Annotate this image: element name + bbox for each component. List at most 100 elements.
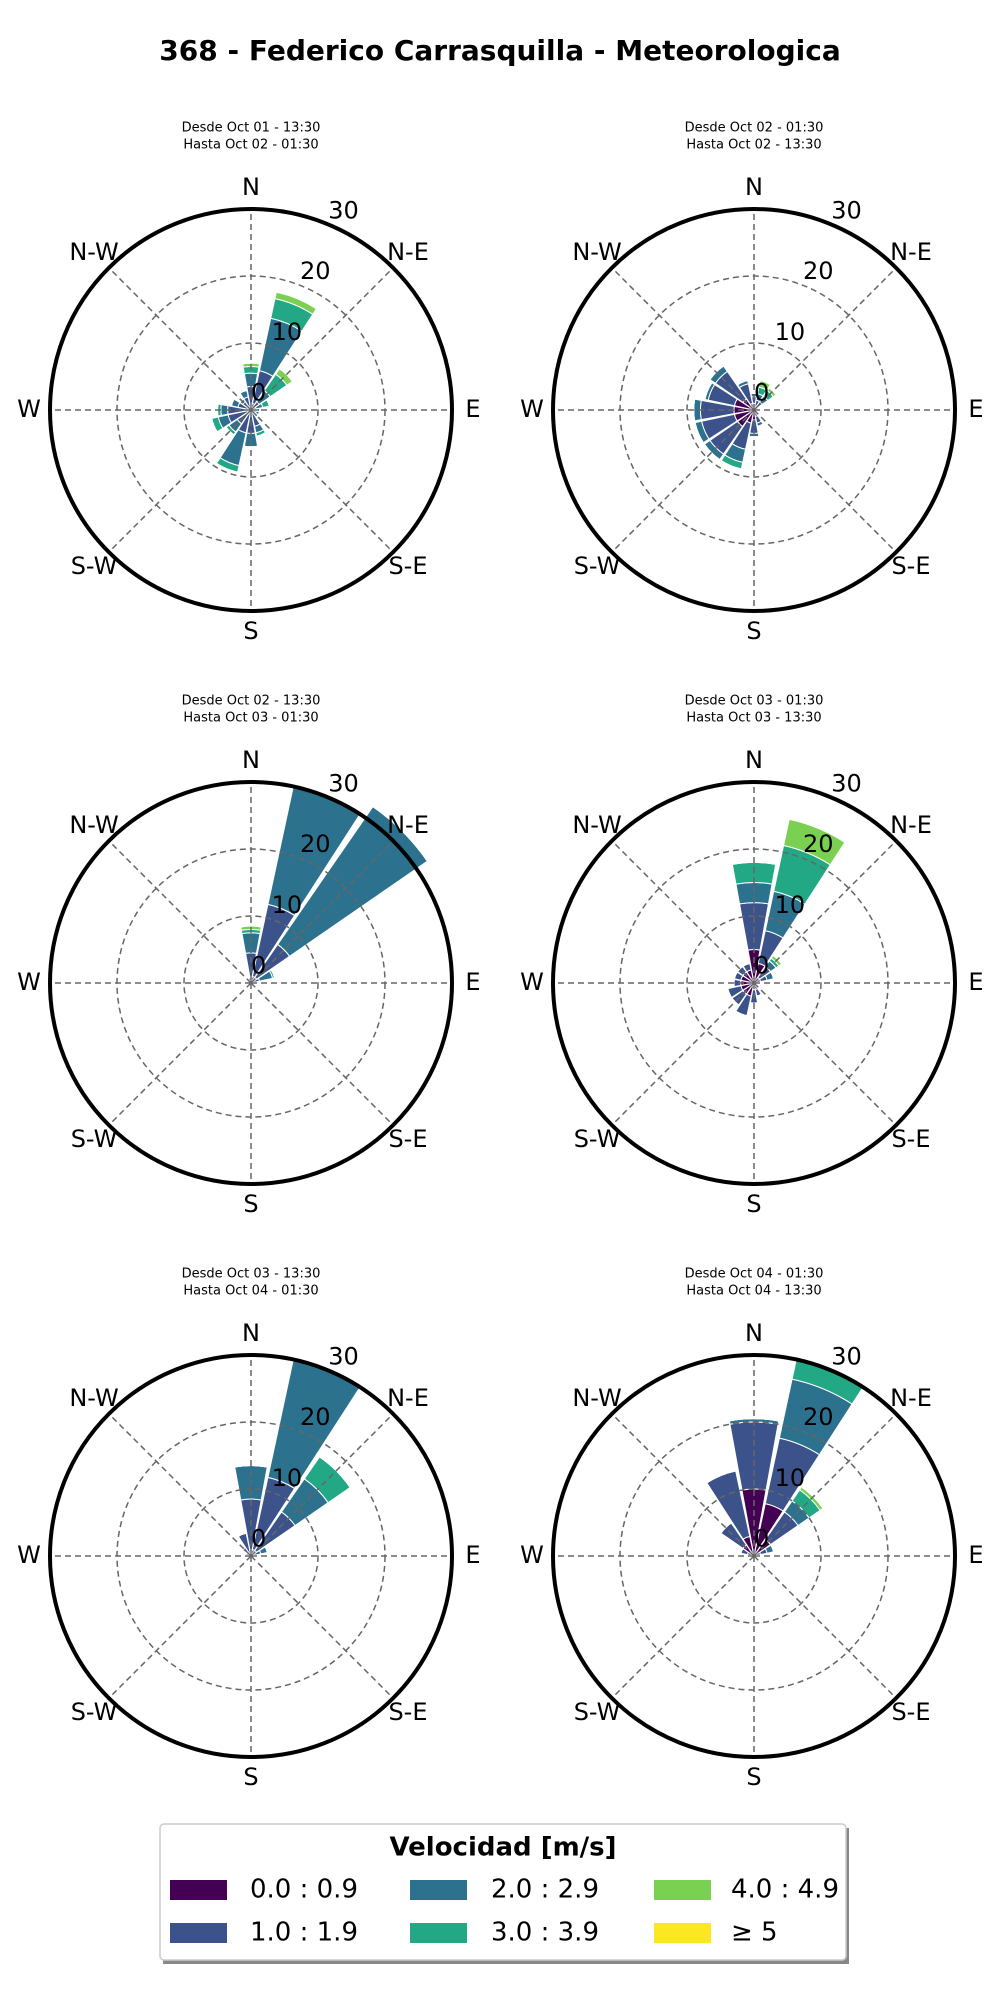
direction-label: E [968, 968, 983, 996]
radial-grid-line [611, 840, 755, 984]
polar-frame [551, 1353, 957, 1759]
direction-label: N-E [387, 238, 429, 266]
r-tick-label: 10 [775, 318, 806, 346]
radial-grid-line [250, 840, 394, 984]
ring-grid-line [183, 342, 319, 478]
r-tick-label: 30 [831, 1343, 862, 1371]
wind-bar [319, 1456, 351, 1488]
r-tick-label: 0 [754, 379, 769, 407]
wind-bar [801, 1486, 824, 1509]
r-tick-label: 20 [300, 257, 331, 285]
direction-label: N [242, 173, 260, 201]
legend-swatch [654, 1880, 711, 1900]
direction-label: W [17, 968, 41, 996]
legend-title: Velocidad [m/s] [389, 1833, 616, 1863]
chart-subtitle: Hasta Oct 02 - 13:30 [686, 138, 821, 153]
direction-label: S-E [388, 1125, 427, 1153]
direction-label: S [746, 1763, 761, 1791]
radial-grid-line [611, 409, 755, 553]
ring-grid-line [686, 342, 822, 478]
ring-grid-line [619, 1421, 889, 1691]
ring-grid-line [116, 848, 386, 1118]
radial-grid-line [753, 1413, 897, 1557]
wind-bar [244, 445, 258, 448]
ring-grid-line [116, 275, 386, 545]
figure-title: 368 - Federico Carrasquilla - Meteorolog… [159, 34, 840, 67]
direction-label: W [520, 968, 544, 996]
r-tick-label: 0 [251, 1525, 266, 1553]
direction-label: S [243, 1190, 258, 1218]
direction-label: N [745, 746, 763, 774]
polar-frame [48, 780, 454, 1186]
direction-label: S-W [574, 1125, 621, 1153]
direction-label: N-W [572, 238, 621, 266]
direction-label: S-E [388, 1698, 427, 1726]
legend-label: ≥ 5 [731, 1918, 778, 1948]
r-tick-label: 20 [300, 1403, 331, 1431]
legend-label: 3.0 : 3.9 [491, 1918, 599, 1948]
chart-subtitle: Hasta Oct 03 - 13:30 [686, 711, 821, 726]
direction-label: S [243, 617, 258, 645]
wind-bar [256, 432, 266, 437]
chart-subtitle: Hasta Oct 04 - 13:30 [686, 1284, 821, 1299]
wind-bar [737, 380, 748, 386]
direction-label: N-W [572, 1384, 621, 1412]
direction-label: N-W [69, 811, 118, 839]
wind-bar [234, 1465, 268, 1468]
chart-subtitle: Hasta Oct 02 - 01:30 [183, 138, 318, 153]
wind-bar [733, 971, 738, 979]
radial-grid-line [108, 840, 252, 984]
chart-subtitle: Desde Oct 02 - 13:30 [182, 694, 321, 709]
radial-grid-line [108, 982, 252, 1126]
direction-label: N [242, 746, 260, 774]
direction-label: E [465, 395, 480, 423]
direction-label: S-W [71, 552, 118, 580]
direction-label: S [746, 617, 761, 645]
chart-subtitle: Desde Oct 03 - 01:30 [685, 694, 824, 709]
direction-label: S-E [891, 1698, 930, 1726]
direction-label: S [243, 1763, 258, 1791]
direction-label: N-E [890, 1384, 932, 1412]
radial-grid-line [250, 1555, 394, 1699]
legend-swatch [654, 1923, 711, 1943]
direction-label: E [465, 1541, 480, 1569]
chart-subtitle: Desde Oct 03 - 13:30 [182, 1267, 321, 1282]
r-tick-label: 30 [831, 197, 862, 225]
radial-grid-line [108, 1555, 252, 1699]
direction-label: S-W [574, 552, 621, 580]
wind-bar [242, 362, 260, 365]
radial-grid-line [250, 267, 394, 411]
radial-grid-line [611, 982, 755, 1126]
legend-label: 0.0 : 0.9 [250, 1875, 358, 1905]
legend-swatch [410, 1923, 467, 1943]
radial-grid-line [108, 409, 252, 553]
radial-grid-line [250, 982, 394, 1126]
direction-label: S [746, 1190, 761, 1218]
direction-label: E [968, 1541, 983, 1569]
radial-grid-line [753, 409, 897, 553]
legend-swatch [170, 1880, 227, 1900]
wind-bar [276, 291, 317, 310]
r-tick-label: 20 [300, 830, 331, 858]
r-tick-label: 0 [251, 379, 266, 407]
direction-label: W [17, 1541, 41, 1569]
direction-label: S-W [574, 1698, 621, 1726]
wind-bar [727, 988, 732, 998]
radial-grid-line [753, 267, 897, 411]
polar-frame [551, 207, 957, 613]
r-tick-label: 30 [831, 770, 862, 798]
radial-grid-line [108, 1413, 252, 1557]
polar-frame [48, 1353, 454, 1759]
direction-label: S-W [71, 1698, 118, 1726]
r-tick-label: 30 [328, 197, 359, 225]
chart-subtitle: Desde Oct 04 - 01:30 [685, 1267, 824, 1282]
wind-bar [270, 969, 276, 979]
ring-grid-line [619, 848, 889, 1118]
wind-bar [372, 806, 428, 862]
direction-label: W [520, 395, 544, 423]
direction-label: E [465, 968, 480, 996]
r-tick-label: 0 [754, 952, 769, 980]
radial-grid-line [611, 1413, 755, 1557]
direction-label: S-E [891, 552, 930, 580]
polar-frame [551, 780, 957, 1186]
